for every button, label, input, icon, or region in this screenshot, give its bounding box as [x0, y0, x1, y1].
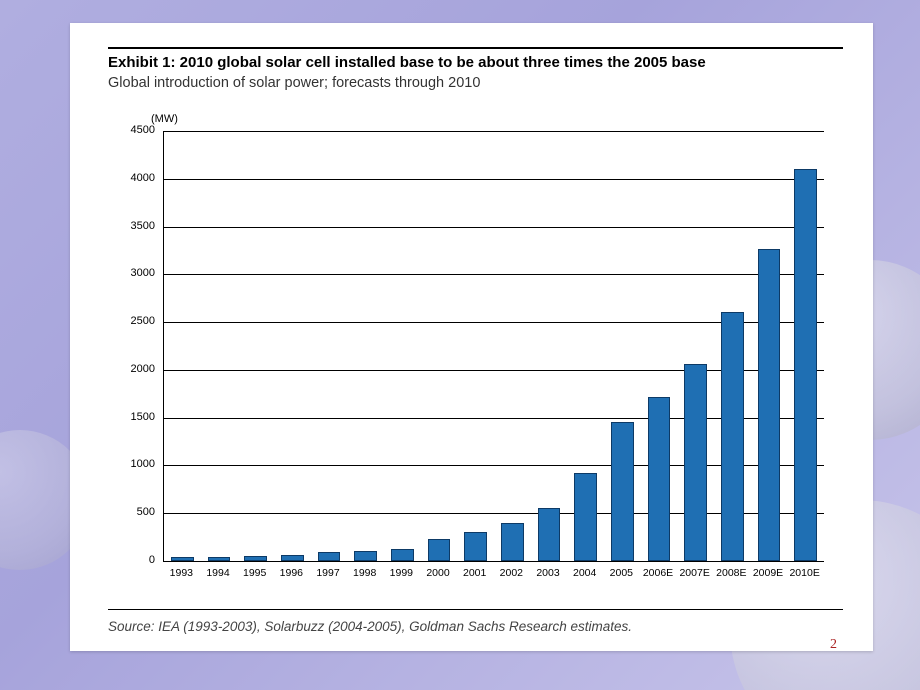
x-tick-label: 2004: [573, 567, 596, 579]
page-number: 2: [830, 637, 837, 653]
x-tick-label: 2010E: [789, 567, 819, 579]
x-tick-label: 1997: [316, 567, 339, 579]
bar: [611, 422, 634, 561]
bar: [208, 557, 231, 561]
x-tick-label: 2009E: [753, 567, 783, 579]
bar: [648, 397, 671, 561]
bar: [244, 556, 267, 561]
x-tick-label: 1995: [243, 567, 266, 579]
y-tick-label: 500: [108, 506, 155, 518]
source-text: Source: IEA (1993-2003), Solarbuzz (2004…: [108, 619, 632, 634]
x-tick-label: 2005: [610, 567, 633, 579]
bar: [354, 551, 377, 561]
y-unit-label: (MW): [151, 113, 178, 125]
bar-chart: (MW) 0 500 1000 1500 2000 2500 3000 3500 4000 450…: [108, 111, 838, 601]
y-tick-label: 2500: [108, 315, 155, 327]
x-tick-label: 2007E: [679, 567, 709, 579]
bar: [464, 532, 487, 561]
bar: [428, 539, 451, 561]
gridline: [164, 131, 824, 132]
bottom-rule: [108, 609, 843, 610]
x-tick-label: 1993: [170, 567, 193, 579]
gridline: [164, 227, 824, 228]
y-tick-label: 1500: [108, 411, 155, 423]
bar: [574, 473, 597, 561]
exhibit-card: Exhibit 1: 2010 global solar cell instal…: [70, 23, 873, 651]
x-tick-label: 2001: [463, 567, 486, 579]
bar: [758, 249, 781, 561]
exhibit-header: Exhibit 1: 2010 global solar cell instal…: [108, 47, 843, 91]
exhibit-subtitle: Global introduction of solar power; fore…: [108, 75, 843, 91]
y-tick-label: 4500: [108, 124, 155, 136]
bar: [721, 312, 744, 561]
bar: [318, 552, 341, 561]
exhibit-title: Exhibit 1: 2010 global solar cell instal…: [108, 53, 843, 73]
y-tick-label: 4000: [108, 172, 155, 184]
bar: [391, 549, 414, 561]
bar: [501, 523, 524, 561]
x-tick-label: 1999: [390, 567, 413, 579]
slide-background: Exhibit 1: 2010 global solar cell instal…: [0, 0, 920, 690]
bar: [171, 557, 194, 561]
y-tick-label: 1000: [108, 458, 155, 470]
bar: [538, 508, 561, 562]
y-tick-label: 3000: [108, 267, 155, 279]
y-tick-label: 0: [108, 554, 155, 566]
y-tick-label: 2000: [108, 363, 155, 375]
gridline: [164, 179, 824, 180]
x-tick-label: 2002: [500, 567, 523, 579]
x-tick-label: 2006E: [643, 567, 673, 579]
x-tick-label: 2000: [426, 567, 449, 579]
x-tick-label: 2003: [536, 567, 559, 579]
x-tick-label: 1994: [206, 567, 229, 579]
x-tick-label: 1998: [353, 567, 376, 579]
bar: [684, 364, 707, 561]
plot-area: [163, 131, 824, 562]
x-tick-label: 2008E: [716, 567, 746, 579]
bar: [281, 555, 304, 561]
top-rule: [108, 47, 843, 49]
bar: [794, 169, 817, 561]
y-tick-label: 3500: [108, 220, 155, 232]
x-tick-label: 1996: [280, 567, 303, 579]
gridline: [164, 274, 824, 275]
